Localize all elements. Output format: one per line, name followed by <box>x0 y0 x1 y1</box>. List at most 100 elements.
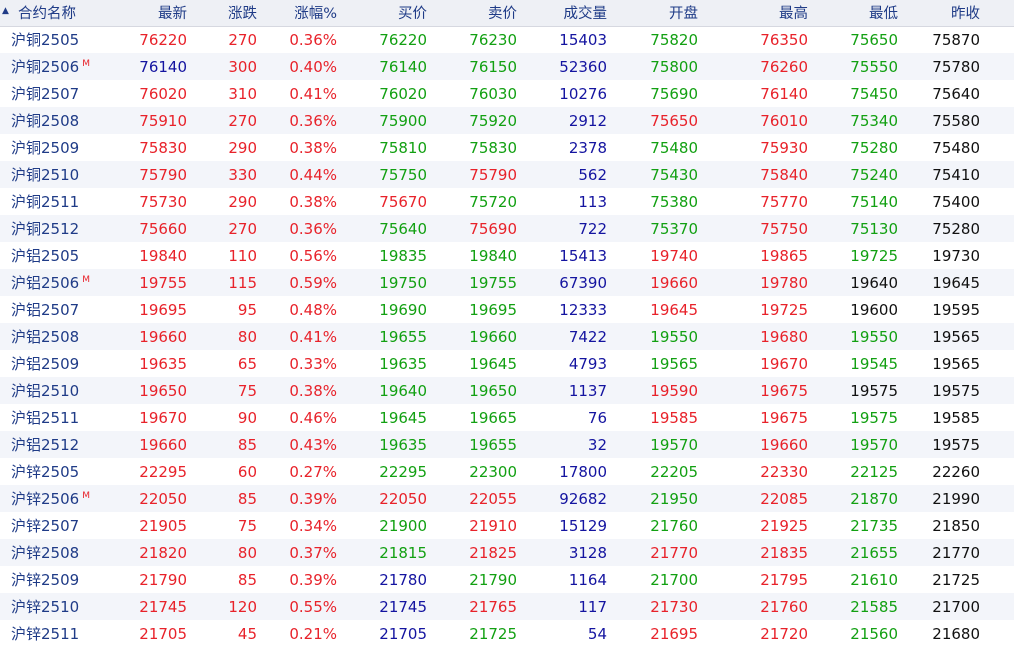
contract-name-label: 沪锌2507 <box>11 517 80 535</box>
cell-change: 115 <box>228 273 257 292</box>
cell-bid: 21705 <box>379 624 427 643</box>
header-row: ▲ 合约名称 最新 涨跌 涨幅% 买价 卖价 成交量 开盘 最高 最低 昨收 <box>0 0 1014 26</box>
cell-high: 22330 <box>760 462 808 481</box>
cell-last: 21705 <box>139 624 187 643</box>
cell-high: 19865 <box>760 246 808 265</box>
table-row[interactable]: 沪锌2509 21790 85 0.39% 21780 21790 1164 21700 217… <box>0 566 1014 593</box>
col-header-open[interactable]: 开盘 <box>669 6 698 23</box>
cell-open: 19590 <box>650 381 698 400</box>
cell-ask: 22300 <box>469 462 517 481</box>
table-row[interactable]: 沪铝2507 19695 95 0.48% 19690 19695 12333 19645 19… <box>0 296 1014 323</box>
col-header-low[interactable]: 最低 <box>869 6 898 23</box>
cell-change: 75 <box>237 516 257 535</box>
cell-volume: 3128 <box>568 543 607 562</box>
col-header-change[interactable]: 涨跌 <box>228 6 257 23</box>
col-header-pct[interactable]: 涨幅% <box>294 6 337 23</box>
col-header-name[interactable]: ▲ 合约名称 <box>0 0 100 26</box>
col-header-name-label: 合约名称 <box>18 6 76 23</box>
cell-volume: 52360 <box>559 57 607 76</box>
cell-contract-name: 沪铝2507 <box>0 296 100 323</box>
col-header-ask[interactable]: 卖价 <box>488 6 517 23</box>
col-header-bid[interactable]: 买价 <box>398 6 427 23</box>
cell-volume: 54 <box>587 624 607 643</box>
contract-name-label: 沪铜2509 <box>11 139 80 157</box>
cell-spacer <box>980 593 1014 620</box>
table-row[interactable]: 沪铜2507 76020 310 0.41% 76020 76030 10276 75690 7… <box>0 80 1014 107</box>
cell-low: 75280 <box>850 138 898 157</box>
table-row[interactable]: 沪锌2508 21820 80 0.37% 21815 21825 3128 21770 218… <box>0 539 1014 566</box>
cell-pct: 0.38% <box>289 138 337 157</box>
cell-volume: 15129 <box>559 516 607 535</box>
cell-open: 22205 <box>650 462 698 481</box>
table-row[interactable]: 沪铜2509 75830 290 0.38% 75810 75830 2378 75480 75… <box>0 134 1014 161</box>
cell-open: 19565 <box>650 354 698 373</box>
cell-prev-close: 19575 <box>932 435 980 454</box>
cell-prev-close: 75410 <box>932 165 980 184</box>
cell-prev-close: 21700 <box>932 597 980 616</box>
col-header-volume[interactable]: 成交量 <box>563 6 608 23</box>
cell-last: 22050 <box>139 489 187 508</box>
table-row[interactable]: 沪锌2507 21905 75 0.34% 21900 21910 15129 21760 21… <box>0 512 1014 539</box>
table-row[interactable]: 沪锌2505 22295 60 0.27% 22295 22300 17800 22205 22… <box>0 458 1014 485</box>
cell-prev-close: 19565 <box>932 327 980 346</box>
cell-low: 19640 <box>850 273 898 292</box>
cell-last: 75730 <box>139 192 187 211</box>
table-row[interactable]: 沪铜2506 M 76140 300 0.40% 76140 76150 52360 75800… <box>0 53 1014 80</box>
table-row[interactable]: 沪铝2506 M 19755 115 0.59% 19750 19755 67390 19660… <box>0 269 1014 296</box>
table-row[interactable]: 沪铜2505 76220 270 0.36% 76220 76230 15403 75820 7… <box>0 26 1014 53</box>
cell-volume: 562 <box>578 165 607 184</box>
table-row[interactable]: 沪铜2512 75660 270 0.36% 75640 75690 722 75370 757… <box>0 215 1014 242</box>
sort-indicator-icon: ▲ <box>2 6 9 16</box>
cell-ask: 76030 <box>469 84 517 103</box>
cell-prev-close: 75400 <box>932 192 980 211</box>
cell-high: 21760 <box>760 597 808 616</box>
cell-ask: 19660 <box>469 327 517 346</box>
cell-bid: 19645 <box>379 408 427 427</box>
table-row[interactable]: 沪铜2510 75790 330 0.44% 75750 75790 562 75430 758… <box>0 161 1014 188</box>
cell-open: 19660 <box>650 273 698 292</box>
cell-last: 21820 <box>139 543 187 562</box>
table-row[interactable]: 沪铝2510 19650 75 0.38% 19640 19650 1137 19590 196… <box>0 377 1014 404</box>
cell-volume: 12333 <box>559 300 607 319</box>
cell-last: 22295 <box>139 462 187 481</box>
cell-low: 19600 <box>850 300 898 319</box>
cell-change: 85 <box>237 489 257 508</box>
cell-spacer <box>980 404 1014 431</box>
cell-prev-close: 19595 <box>932 300 980 319</box>
cell-open: 21695 <box>650 624 698 643</box>
cell-bid: 75670 <box>379 192 427 211</box>
table-body: 沪铜2505 76220 270 0.36% 76220 76230 15403 75820 7… <box>0 26 1014 647</box>
cell-high: 19660 <box>760 435 808 454</box>
cell-pct: 0.41% <box>289 84 337 103</box>
table-row[interactable]: 沪锌2506 M 22050 85 0.39% 22050 22055 92682 21950 2… <box>0 485 1014 512</box>
cell-pct: 0.39% <box>289 489 337 508</box>
cell-ask: 21765 <box>469 597 517 616</box>
cell-change: 85 <box>237 570 257 589</box>
table-row[interactable]: 沪铜2511 75730 290 0.38% 75670 75720 113 75380 757… <box>0 188 1014 215</box>
table-row[interactable]: 沪铝2509 19635 65 0.33% 19635 19645 4793 19565 196… <box>0 350 1014 377</box>
cell-last: 19840 <box>139 246 187 265</box>
table-row[interactable]: 沪锌2510 21745 120 0.55% 21745 21765 117 21730 217… <box>0 593 1014 620</box>
col-header-last[interactable]: 最新 <box>158 6 187 23</box>
cell-low: 19575 <box>850 381 898 400</box>
table-row[interactable]: 沪铜2508 75910 270 0.36% 75900 75920 2912 75650 76… <box>0 107 1014 134</box>
col-header-prev-close[interactable]: 昨收 <box>951 6 980 23</box>
cell-contract-name: 沪铜2506 M <box>0 53 100 80</box>
cell-change: 270 <box>228 111 257 130</box>
cell-ask: 21725 <box>469 624 517 643</box>
table-row[interactable]: 沪锌2511 21705 45 0.21% 21705 21725 54 21695 21720… <box>0 620 1014 647</box>
cell-low: 21560 <box>850 624 898 643</box>
cell-open: 21950 <box>650 489 698 508</box>
table-row[interactable]: 沪铝2505 19840 110 0.56% 19835 19840 15413 19740 1… <box>0 242 1014 269</box>
table-row[interactable]: 沪铝2511 19670 90 0.46% 19645 19665 76 19585 19675… <box>0 404 1014 431</box>
contract-name-label: 沪锌2510 <box>11 598 80 616</box>
col-header-high[interactable]: 最高 <box>779 6 808 23</box>
table-row[interactable]: 沪铝2512 19660 85 0.43% 19635 19655 32 19570 19660… <box>0 431 1014 458</box>
cell-ask: 19650 <box>469 381 517 400</box>
contract-name-label: 沪铜2508 <box>11 112 80 130</box>
table-row[interactable]: 沪铝2508 19660 80 0.41% 19655 19660 7422 19550 196… <box>0 323 1014 350</box>
cell-ask: 19755 <box>469 273 517 292</box>
contract-name-label: 沪铜2506 <box>11 58 80 76</box>
cell-spacer <box>980 431 1014 458</box>
cell-bid: 75750 <box>379 165 427 184</box>
